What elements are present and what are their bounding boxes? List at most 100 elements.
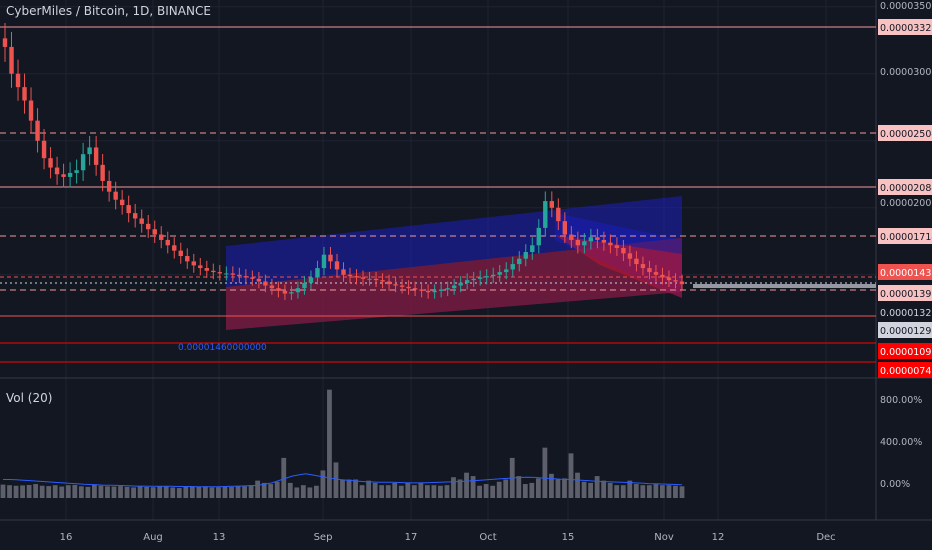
volume-bar: [0, 484, 6, 498]
volume-bar: [26, 484, 32, 498]
candle-body: [588, 237, 594, 242]
candle-body: [562, 221, 568, 235]
price-level-label: 0.00001714: [880, 232, 932, 243]
candle-body: [614, 245, 620, 248]
candle-body: [152, 229, 157, 235]
volume-bar: [78, 486, 84, 498]
candle-body: [22, 87, 27, 101]
candle-body: [653, 272, 659, 275]
price-level-label: 0.00001320: [880, 308, 932, 319]
candlesticks: [2, 23, 685, 300]
volume-bar: [503, 479, 509, 498]
volume-bar: [287, 482, 293, 498]
volume-bar: [660, 485, 665, 498]
candle-body: [106, 180, 112, 192]
candle-body: [393, 284, 398, 286]
volume-label: Vol (20): [6, 391, 53, 405]
candle-body: [126, 205, 131, 214]
candle-body: [536, 227, 541, 246]
candle-body: [185, 256, 190, 262]
volume-bar: [353, 479, 358, 498]
volume-bar: [366, 480, 372, 498]
volume-bar: [183, 486, 189, 498]
candle-body: [269, 285, 275, 289]
candle-body: [634, 258, 639, 265]
y-tick-label: 0.00003000: [880, 67, 932, 78]
volume-bar: [255, 480, 261, 498]
volume-bar: [46, 486, 52, 498]
volume-bar: [189, 486, 195, 498]
candle-body: [341, 269, 346, 275]
volume-bar: [405, 482, 411, 498]
candle-body: [28, 100, 34, 121]
volume-bar: [496, 481, 502, 498]
volume-bar: [516, 476, 522, 498]
candle-body: [217, 272, 223, 274]
candle-body: [178, 250, 183, 257]
volume-bar: [424, 485, 430, 498]
volume-bar: [372, 482, 378, 498]
price-level-label: 0.00002084: [880, 183, 932, 194]
volume-bar: [59, 486, 65, 498]
candle-body: [54, 167, 60, 175]
candle-body: [165, 239, 170, 246]
volume-bar: [411, 485, 417, 498]
candle-body: [510, 264, 515, 270]
horizontal-levels: [0, 26, 876, 363]
candle-body: [308, 277, 314, 283]
candle-body: [530, 245, 535, 252]
candle-body: [159, 234, 164, 240]
candle-body: [295, 288, 301, 293]
time-axis[interactable]: 16 Aug 13 Sep 17 Oct 15 Nov 12 Dec: [60, 532, 836, 543]
volume-bar: [464, 472, 469, 498]
volume-bar: [52, 485, 58, 498]
candle-body: [386, 281, 392, 285]
volume-bar: [633, 484, 639, 498]
candle-body: [445, 288, 450, 290]
volume-bar: [274, 481, 280, 498]
volume-bar: [229, 486, 234, 498]
volume-bar: [542, 447, 548, 498]
volume-ma-line: [3, 473, 683, 488]
candle-body: [282, 290, 288, 294]
candle-body: [360, 277, 366, 279]
price-level-label: 0.00003328: [880, 23, 932, 34]
candle-body: [263, 281, 268, 286]
price-level-label-bg: [878, 264, 932, 280]
price-level-label: 0.00002504: [880, 129, 932, 140]
volume-bar: [431, 485, 437, 498]
volume-bar: [163, 486, 169, 498]
candle-body: [334, 261, 340, 270]
volume-bar: [307, 487, 313, 498]
candle-body: [211, 270, 216, 273]
candle-body: [367, 278, 372, 280]
volume-bar: [614, 485, 620, 498]
price-level-label: 0.00001393: [880, 289, 932, 300]
volume-bar: [575, 472, 580, 498]
candle-body: [673, 280, 678, 282]
candle-body: [575, 239, 581, 246]
candle-body: [491, 274, 496, 277]
volume-bar: [549, 473, 554, 498]
candle-body: [250, 277, 255, 279]
candle-body: [406, 286, 411, 289]
y-tick-label: 0.00003500: [880, 1, 932, 12]
volume-bar: [65, 485, 71, 498]
candle-body: [198, 265, 203, 269]
price-level-label-bg: [878, 125, 932, 141]
candle-body: [608, 242, 613, 246]
volume-bar: [392, 482, 398, 498]
volume-bar: [470, 476, 476, 498]
price-level-label-bg: [878, 362, 932, 378]
volume-bar: [209, 487, 215, 498]
volume-bar: [535, 478, 541, 498]
candle-body: [595, 237, 600, 240]
candle-body: [315, 268, 320, 278]
candle-body: [666, 277, 672, 281]
x-tick-label: 16: [60, 532, 73, 543]
candle-body: [139, 218, 144, 224]
volume-bar: [294, 487, 300, 498]
volume-bar: [588, 482, 593, 498]
volume-bar: [679, 486, 685, 498]
